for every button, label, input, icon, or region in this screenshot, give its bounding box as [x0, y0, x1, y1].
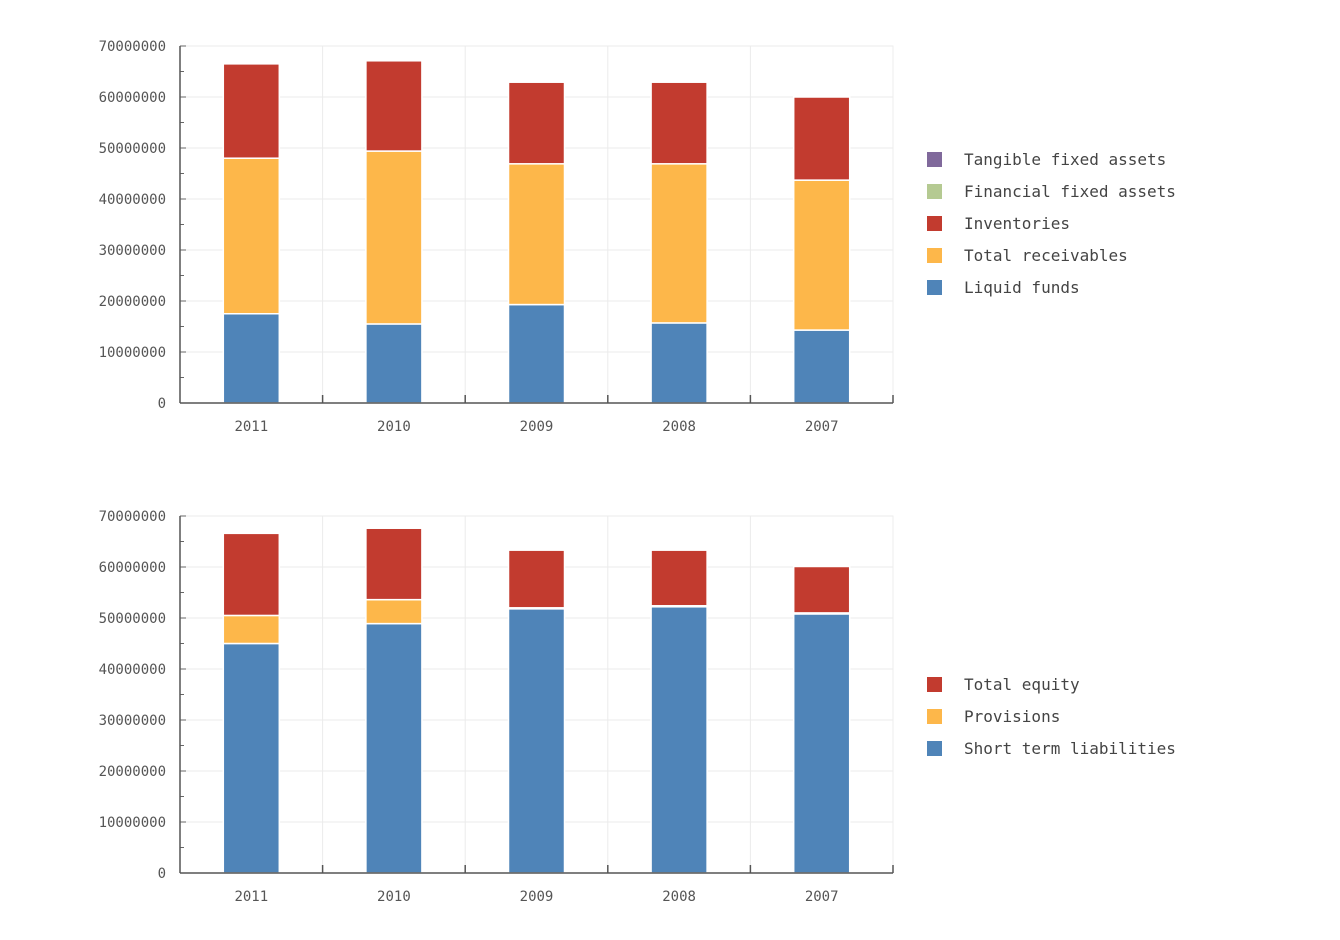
legend-label: Provisions: [964, 707, 1060, 726]
x-tick-label: 2008: [662, 419, 696, 435]
x-tick-label: 2011: [234, 889, 268, 905]
legend-label: Total equity: [964, 675, 1080, 694]
x-tick-label: 2007: [805, 419, 839, 435]
bar-segment-provisions: [365, 598, 423, 625]
y-tick-label: 40000000: [99, 662, 166, 678]
liabilities-chart: 0 10000000 20000000 30000000 40000000 5000000…: [99, 509, 1176, 905]
x-tick-label: 2007: [805, 889, 839, 905]
bar-segment-total-equity: [365, 527, 423, 601]
legend-swatch: [927, 709, 942, 724]
bar-segment-total-receivables: [507, 163, 566, 306]
legend-label: Short term liabilities: [964, 739, 1176, 758]
x-tick-label: 2008: [662, 889, 696, 905]
x-tick-label: 2009: [520, 889, 554, 905]
y-tick-label: 0: [158, 866, 166, 882]
x-tick-label: 2010: [377, 889, 411, 905]
bar-segment-inventories: [222, 63, 281, 159]
y-tick-label: 30000000: [99, 713, 166, 729]
y-tick-label: 0: [158, 396, 166, 412]
y-tick-label: 40000000: [99, 192, 166, 208]
bar-segment-liquid-funds: [365, 323, 423, 404]
legend-label: Liquid funds: [964, 278, 1080, 297]
bar-segment-inventories: [365, 60, 423, 152]
bar-segment-liquid-funds: [792, 329, 851, 404]
bar-segment-short-term-liabilities: [222, 642, 281, 874]
bar-segment-total-equity: [650, 549, 708, 607]
x-tick-label: 2009: [520, 419, 554, 435]
bar-segment-total-equity: [507, 549, 566, 609]
bar-segment-liquid-funds: [507, 303, 566, 404]
bar-segment-liquid-funds: [222, 313, 281, 404]
bar-segment-short-term-liabilities: [365, 622, 423, 874]
y-tick-label: 50000000: [99, 141, 166, 157]
legend-swatch: [927, 741, 942, 756]
legend-swatch: [927, 248, 942, 263]
y-tick-label: 70000000: [99, 39, 166, 55]
bar-segment-total-receivables: [222, 157, 281, 315]
legend-label: Tangible fixed assets: [964, 150, 1166, 169]
bar-segment-total-receivables: [650, 163, 708, 324]
legend-label: Inventories: [964, 214, 1070, 233]
legend-label: Financial fixed assets: [964, 182, 1176, 201]
bar-segment-inventories: [650, 81, 708, 165]
assets-chart: 0 10000000 20000000 30000000 40000000 5000000…: [99, 39, 1176, 435]
legend-swatch: [927, 280, 942, 295]
bar-segment-inventories: [507, 81, 566, 165]
bar-segment-short-term-liabilities: [792, 613, 851, 874]
bar-segment-short-term-liabilities: [650, 606, 708, 874]
y-tick-label: 50000000: [99, 611, 166, 627]
bar-segment-total-receivables: [792, 179, 851, 331]
y-tick-label: 10000000: [99, 815, 166, 831]
x-tick-label: 2011: [234, 419, 268, 435]
bar-segment-liquid-funds: [650, 322, 708, 404]
bar-segment-provisions: [222, 614, 281, 645]
bar-segment-total-equity: [222, 532, 281, 617]
x-tick-label: 2010: [377, 419, 411, 435]
legend-label: Total receivables: [964, 246, 1128, 265]
y-tick-label: 20000000: [99, 294, 166, 310]
legend-swatch: [927, 152, 942, 167]
y-tick-label: 20000000: [99, 764, 166, 780]
bar-segment-inventories: [792, 96, 851, 181]
y-tick-label: 30000000: [99, 243, 166, 259]
y-tick-label: 10000000: [99, 345, 166, 361]
y-tick-label: 60000000: [99, 560, 166, 576]
legend-swatch: [927, 216, 942, 231]
bar-segment-total-receivables: [365, 150, 423, 325]
legend-swatch: [927, 184, 942, 199]
y-tick-label: 60000000: [99, 90, 166, 106]
legend-swatch: [927, 677, 942, 692]
y-tick-label: 70000000: [99, 509, 166, 525]
bar-segment-total-equity: [792, 565, 851, 614]
bar-segment-short-term-liabilities: [507, 608, 566, 874]
